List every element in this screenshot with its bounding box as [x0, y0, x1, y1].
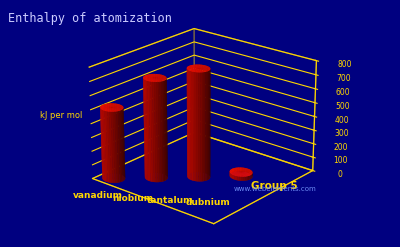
- Text: Enthalpy of atomization: Enthalpy of atomization: [8, 12, 172, 25]
